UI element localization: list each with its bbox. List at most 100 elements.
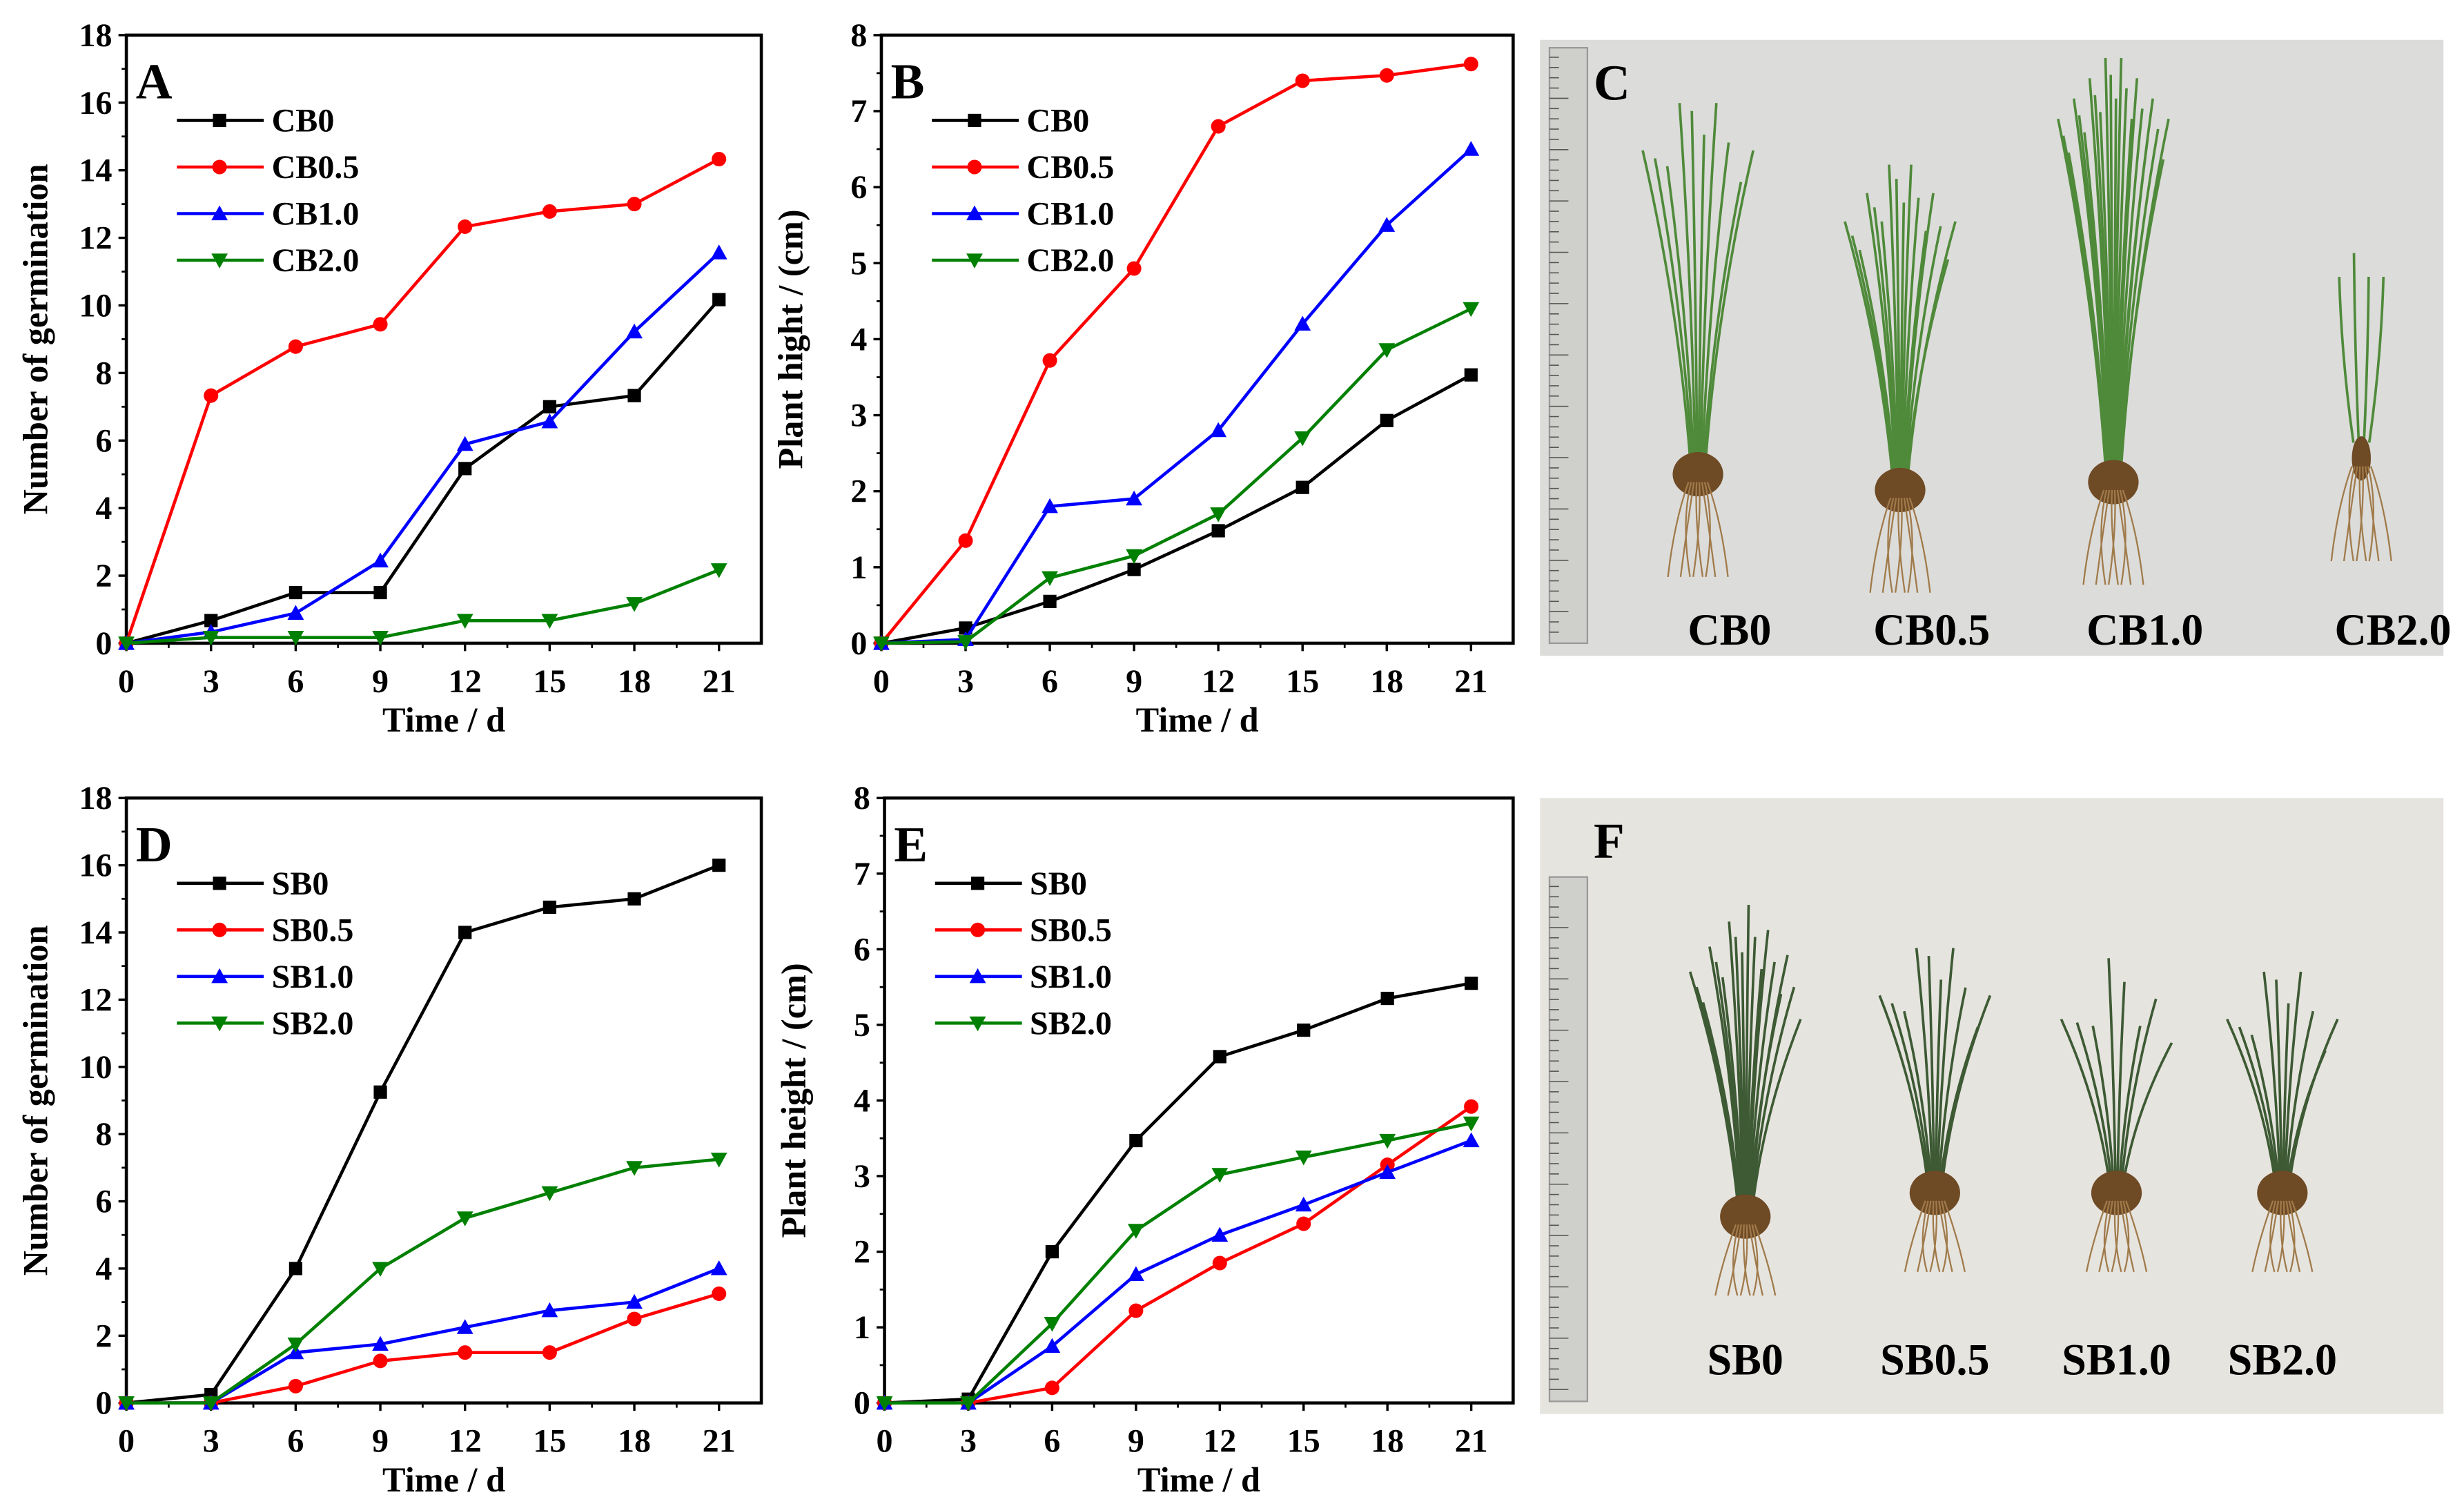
x-tick-label: 3 [957,663,974,700]
photo-background [1540,798,2444,1414]
legend-label: CB2.0 [1027,242,1115,279]
y-tick-label: 4 [854,1082,870,1119]
x-tick-label: 21 [703,663,736,700]
data-point [202,1396,219,1411]
leaf [1927,956,1935,1177]
x-tick-label: 21 [703,1423,736,1460]
leaf [2067,152,2109,467]
data-point [1042,571,1058,587]
leaf [1745,937,1757,1201]
data-point [1211,119,1226,134]
y-tick-label: 8 [850,17,867,54]
data-point [1044,1317,1061,1332]
plant-sb2-0: SB2.0 [2226,971,2339,1385]
root [1727,1224,1742,1296]
data-point [1042,353,1057,368]
data-point [627,389,641,402]
x-tick-label: 18 [618,663,651,700]
y-tick-label: 1 [850,549,867,586]
chart-panel-a: 0 3 6 9 12 15 18 21 0 2 4 6 8 10 12 14 16 18 Time / d Numbe… [17,17,763,739]
y-tick-label: 7 [850,93,867,130]
root [2111,1200,2120,1273]
y-tick-label: 8 [95,355,112,391]
data-point [710,244,727,260]
y-tick-label: 6 [95,422,112,459]
data-point [876,1396,893,1411]
series-line [881,373,1472,645]
legend-label: CB1.0 [272,196,360,233]
x-tick-label: 6 [287,1423,304,1460]
series-line [126,1267,720,1405]
x-tick-label: 6 [1044,1423,1060,1460]
root-ball [2088,460,2139,505]
root [2367,466,2374,562]
root [2122,1200,2130,1273]
root [1932,1200,1941,1273]
x-tick-label: 6 [1042,663,1058,700]
root [2356,466,2364,562]
leaf [2118,128,2160,467]
legend-marker [970,922,986,937]
legend-label: SB0 [272,866,329,902]
root-ball [1875,467,1926,513]
y-tick-label: 16 [79,848,112,884]
data-point [1465,977,1478,990]
panel-letter: B [891,53,925,109]
data-point [1463,1132,1480,1148]
y-tick-label: 5 [850,245,867,282]
data-point [1295,1196,1312,1212]
series-sb0: SB0 [877,866,1478,1410]
photo-background [1540,39,2444,656]
leaf [2115,78,2139,467]
legend-label: SB1.0 [272,959,354,995]
data-point [626,1293,643,1309]
y-tick-label: 8 [95,1116,112,1153]
leaf [1699,103,1718,459]
root-ball [1720,1194,1771,1239]
leaf [2275,979,2283,1177]
y-tick-label: 12 [79,220,112,257]
y-tick-label: 18 [79,17,112,54]
root [2269,1200,2277,1273]
legend-marker [211,1016,228,1032]
leaf [1734,937,1746,1201]
data-point [458,219,473,234]
root [2288,1200,2296,1273]
legend-marker [969,1016,986,1032]
data-point [1380,991,1394,1006]
series-line [884,1105,1472,1405]
data-point [627,892,641,906]
legend-label: CB0.5 [272,149,360,186]
y-tick-label: 7 [854,856,870,892]
root [2095,489,2111,585]
leaf [1744,905,1750,1201]
leaf [1665,166,1695,459]
data-point [373,585,387,600]
series-line [881,148,1472,645]
leaf [2075,1021,2113,1177]
data-point [957,635,974,650]
data-point [289,585,303,600]
data-point [288,1378,303,1393]
data-point [1045,1244,1059,1259]
legend-marker [211,253,228,268]
legend-marker [213,113,226,128]
root [1748,1224,1764,1296]
data-point [542,900,556,915]
series-cb1-0: CB1.0 [873,141,1480,650]
legend-label: SB0.5 [272,912,354,948]
leaf [2083,132,2111,467]
series-line [126,298,721,645]
leaf [2250,1035,2280,1177]
photo-label: SB1.0 [2062,1336,2171,1385]
root [2122,489,2144,585]
data-point [458,1345,473,1360]
root [2125,1200,2148,1272]
data-point [1294,431,1311,447]
root [2285,1200,2301,1273]
root-ball [1909,1171,1960,1215]
series-sb2-0: SB2.0 [876,1005,1480,1411]
leaf [1900,164,1913,475]
leaf [1878,995,1928,1177]
